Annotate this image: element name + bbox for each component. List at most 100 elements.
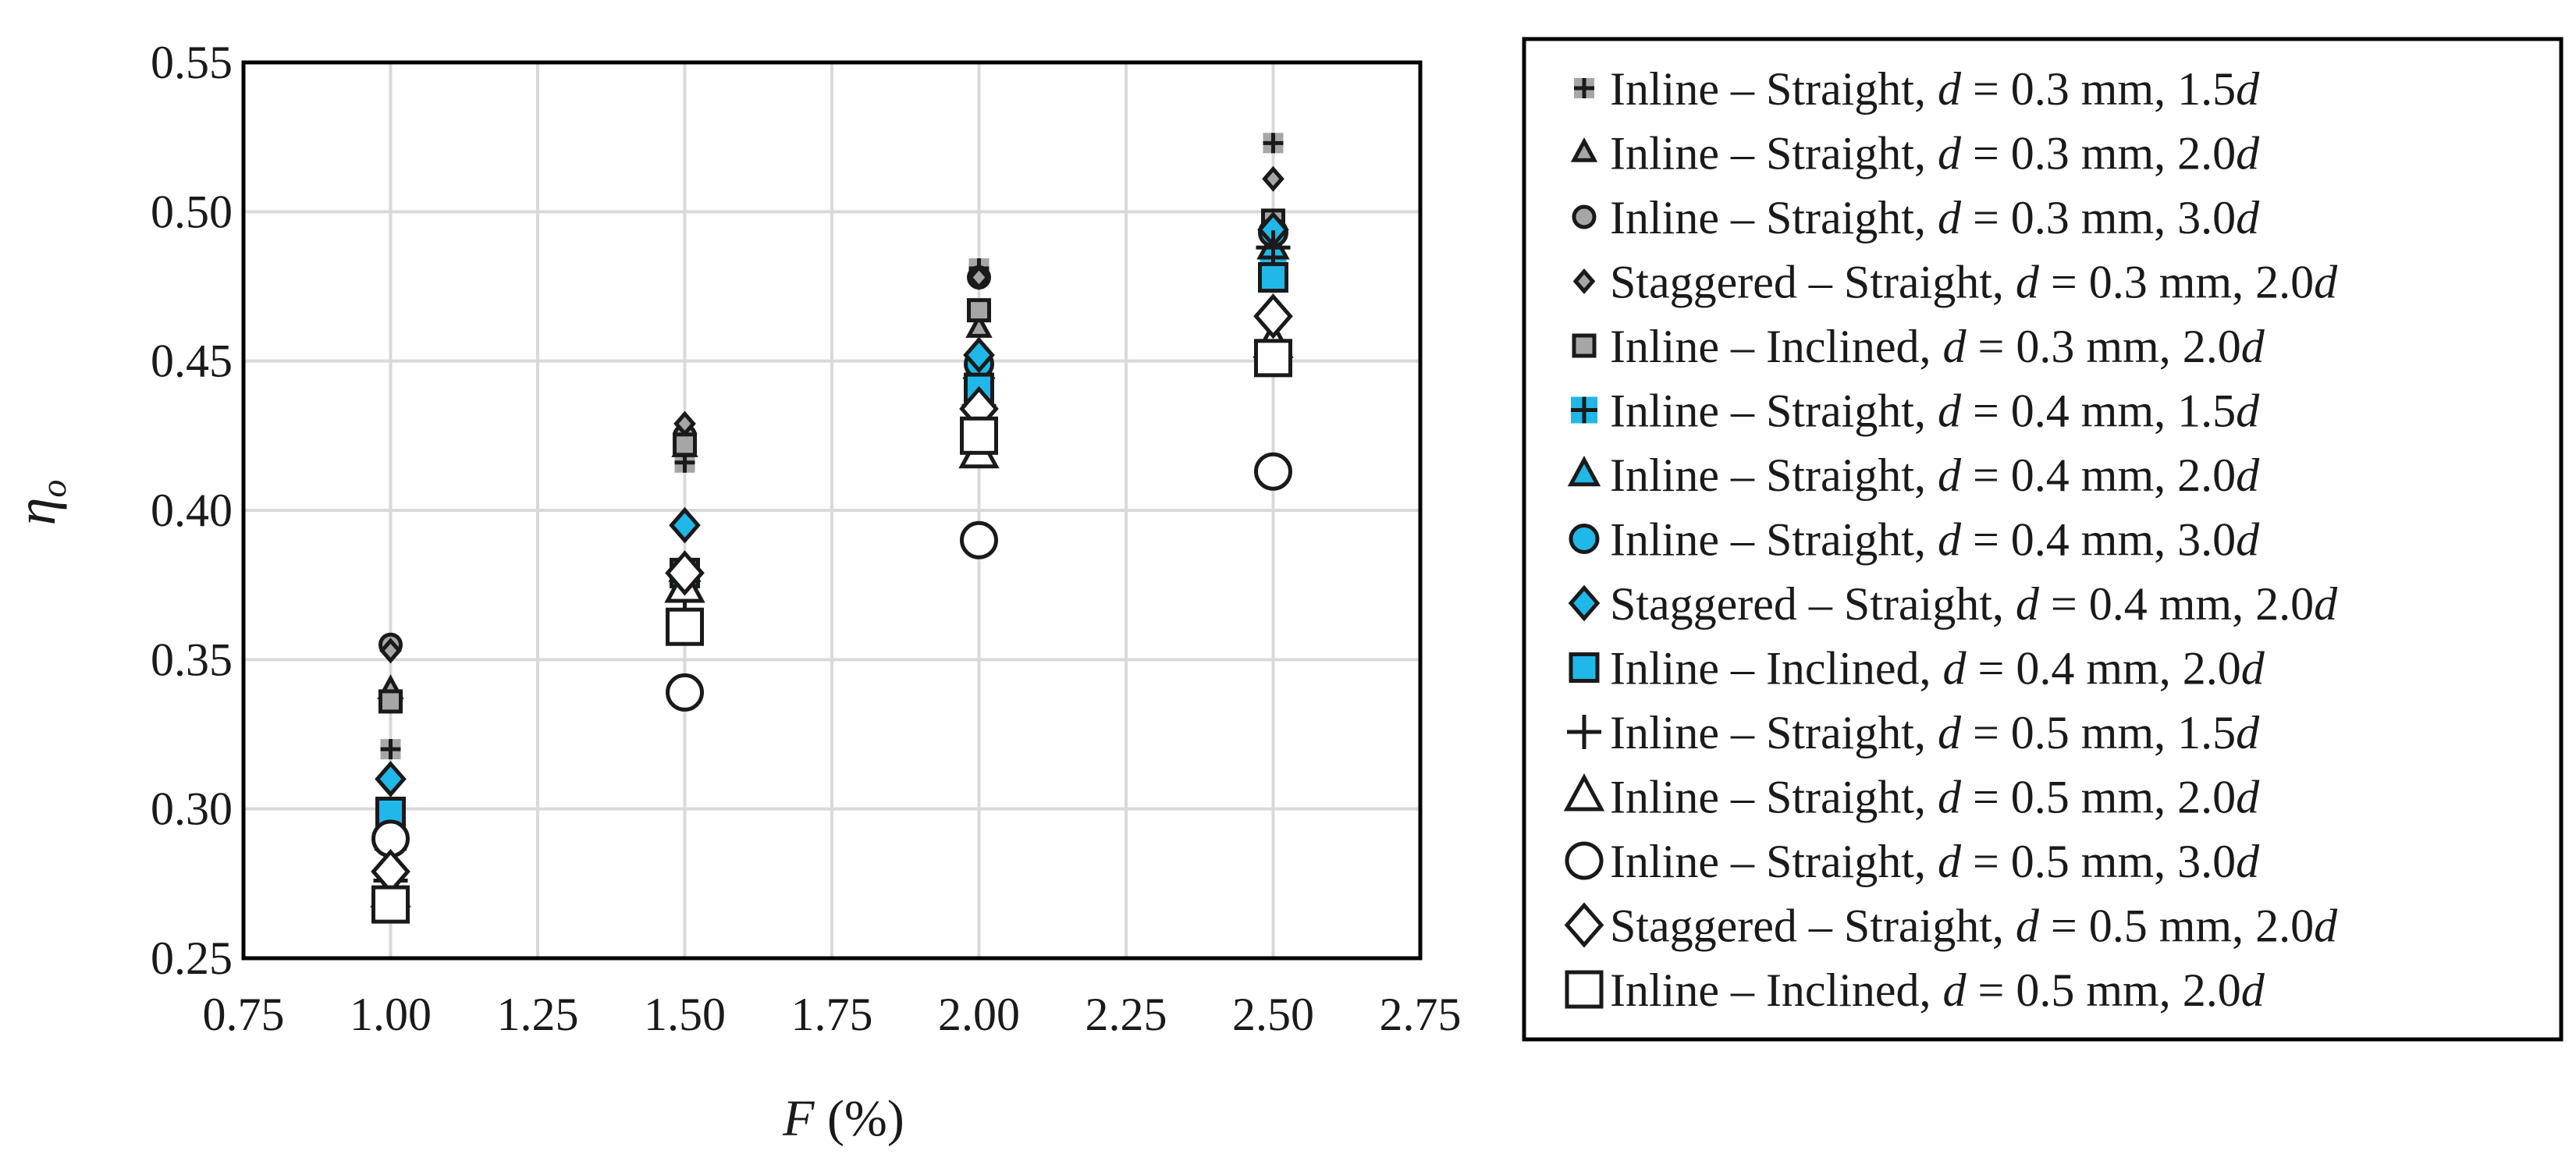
legend-d-symbol: d [2236, 836, 2260, 887]
legend-entry: Inline – Inclined, d = 0.4 mm, 2.0d [1569, 643, 2265, 694]
legend-spacing-value: 3.0 [2177, 514, 2236, 566]
x-tick-label: 1.25 [497, 989, 579, 1040]
legend-marker [1568, 584, 1601, 622]
legend-d-symbol: d [2314, 257, 2338, 308]
legend-equals: = [1967, 321, 2016, 372]
legend-d-symbol: d [2016, 257, 2040, 308]
legend-label: Inline – Inclined, d = 0.3 mm, 2.0d [1610, 321, 2265, 372]
legend-label: Inline – Straight, d = 0.4 mm, 2.0d [1610, 449, 2260, 501]
data-point-s15-p3 [960, 416, 998, 455]
legend-marker [1572, 268, 1596, 294]
legend-label-prefix: Inline – Straight, [1610, 128, 1938, 179]
legend-diameter-value: 0.3 [2011, 128, 2070, 179]
legend-label: Inline – Straight, d = 0.3 mm, 2.0d [1610, 128, 2260, 179]
legend-label: Staggered – Straight, d = 0.3 mm, 2.0d [1610, 257, 2338, 308]
legend-diameter-value: 0.5 [2016, 964, 2074, 1016]
legend-d-symbol: d [2236, 385, 2260, 437]
legend-marker [1572, 333, 1597, 358]
data-point-s14-p2 [665, 550, 705, 596]
data-point-s4-p1 [379, 638, 402, 664]
legend-entry: Inline – Straight, d = 0.5 mm, 1.5d [1567, 707, 2260, 758]
legend-d-symbol: d [1938, 128, 1962, 179]
legend-label-prefix: Staggered – Straight, [1610, 257, 2016, 308]
legend-equals: = [1961, 385, 2011, 437]
legend-label-prefix: Inline – Straight, [1610, 385, 1938, 437]
legend-marker [1574, 78, 1594, 98]
y-tick-label: 0.40 [151, 485, 233, 536]
x-axis-variable: F [782, 1090, 815, 1147]
x-axis-ticks: 0.75 1.00 1.25 1.50 1.75 2.00 2.25 2.50 2.75 [203, 989, 1462, 1040]
legend-unit: mm, [2148, 578, 2255, 630]
legend-d-symbol: d [1938, 192, 1962, 243]
legend-entry: Inline – Straight, d = 0.4 mm, 1.5d [1571, 385, 2260, 437]
legend-d-symbol: d [2314, 900, 2338, 952]
legend-marker [1565, 970, 1604, 1009]
legend-diameter-value: 0.4 [2016, 643, 2074, 694]
legend-label-prefix: Staggered – Straight, [1610, 578, 2016, 630]
legend-diameter-value: 0.5 [2011, 836, 2070, 887]
x-tick-label: 1.50 [644, 989, 726, 1040]
legend-diameter-value: 0.4 [2011, 385, 2070, 437]
data-point-s15-p1 [371, 885, 410, 924]
legend-d-symbol: d [1938, 707, 1962, 758]
legend-entry: Inline – Straight, d = 0.4 mm, 3.0d [1569, 514, 2260, 566]
plot-frame [241, 60, 1423, 961]
legend-spacing-value: 2.0 [2255, 900, 2314, 952]
legend-d-symbol: d [2314, 578, 2338, 630]
y-tick-label: 0.30 [151, 783, 233, 835]
legend-d-symbol: d [1943, 321, 1967, 372]
y-tick-label: 0.55 [151, 37, 233, 88]
legend-label: Inline – Straight, d = 0.4 mm, 3.0d [1610, 514, 2260, 566]
data-point-s4-p3 [968, 265, 990, 290]
legend-unit: mm, [2070, 128, 2177, 179]
legend-marker [1572, 204, 1597, 229]
legend-marker [1563, 773, 1605, 812]
legend-label: Inline – Inclined, d = 0.4 mm, 2.0d [1610, 643, 2265, 694]
legend-spacing-value: 3.0 [2177, 192, 2236, 243]
legend-marker [1571, 396, 1597, 424]
legend-d-symbol: d [2236, 192, 2260, 243]
legend-diameter-value: 0.3 [2011, 192, 2070, 243]
legend-unit: mm, [2148, 257, 2255, 308]
legend-equals: = [1961, 772, 2011, 823]
data-point-s5-p1 [378, 689, 403, 714]
legend-spacing-value: 2.0 [2177, 449, 2236, 501]
legend-marker [1567, 715, 1601, 749]
legend-label: Inline – Straight, d = 0.4 mm, 1.5d [1610, 385, 2260, 437]
legend-d-symbol: d [1938, 772, 1962, 823]
legend-d-symbol: d [1938, 385, 1962, 437]
data-points [370, 133, 1294, 924]
legend-unit: mm, [2074, 964, 2182, 1016]
legend-label: Staggered – Straight, d = 0.4 mm, 2.0d [1610, 578, 2338, 630]
legend-entry: Inline – Straight, d = 0.4 mm, 2.0d [1567, 449, 2260, 501]
legend-label-prefix: Inline – Straight, [1610, 192, 1938, 243]
legend-spacing-value: 2.0 [2183, 321, 2241, 372]
x-tick-label: 2.25 [1085, 989, 1167, 1040]
y-tick-label: 0.50 [151, 186, 233, 237]
y-tick-label: 0.45 [151, 336, 233, 387]
legend-d-symbol: d [2016, 578, 2040, 630]
y-tick-label: 0.25 [151, 932, 233, 984]
legend-d-symbol: d [2236, 449, 2260, 501]
legend-label: Inline – Inclined, d = 0.5 mm, 2.0d [1610, 964, 2265, 1016]
legend-d-symbol: d [2236, 514, 2260, 566]
legend-diameter-value: 0.3 [2011, 63, 2070, 115]
data-point-s13-p4 [1254, 452, 1292, 491]
data-point-s11-p4 [1256, 230, 1291, 265]
legend-spacing-value: 2.0 [2177, 772, 2236, 823]
x-tick-label: 2.50 [1232, 989, 1314, 1040]
legend-marker [1565, 841, 1604, 880]
legend-entry: Staggered – Straight, d = 0.4 mm, 2.0d [1568, 578, 2338, 630]
legend-equals: = [1961, 707, 2011, 758]
legend-spacing-value: 3.0 [2177, 836, 2236, 887]
legend-entry: Inline – Straight, d = 0.5 mm, 3.0d [1565, 836, 2260, 887]
legend-equals: = [1967, 643, 2016, 694]
legend-diameter-value: 0.5 [2089, 900, 2148, 952]
data-point-s1-p4 [1263, 133, 1284, 154]
legend-label: Inline – Straight, d = 0.5 mm, 3.0d [1610, 836, 2260, 887]
x-tick-label: 0.75 [203, 989, 285, 1040]
legend-label: Inline – Straight, d = 0.3 mm, 1.5d [1610, 63, 2260, 115]
legend-label-prefix: Inline – Inclined, [1610, 643, 1943, 694]
legend-label-prefix: Inline – Straight, [1610, 707, 1938, 758]
